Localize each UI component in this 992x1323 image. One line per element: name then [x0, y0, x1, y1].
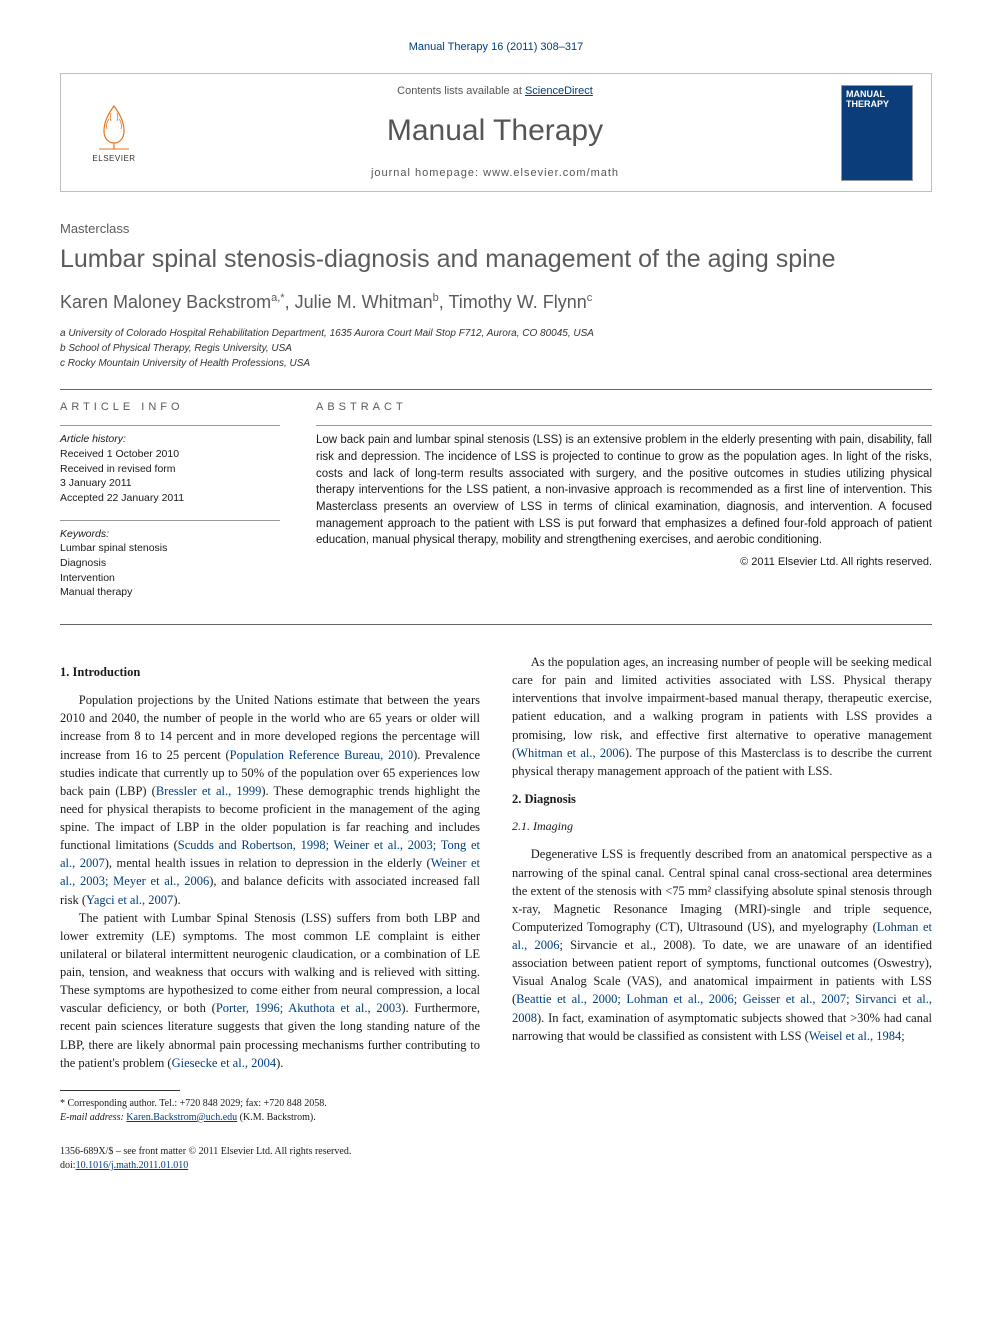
- doi-label: doi:: [60, 1160, 76, 1171]
- cover-title: MANUAL THERAPY: [846, 90, 908, 110]
- keywords-label: Keywords:: [60, 527, 280, 542]
- received-date: Received 1 October 2010: [60, 447, 280, 462]
- divider-bottom: [60, 624, 932, 625]
- article-info-column: ARTICLE INFO Article history: Received 1…: [60, 400, 280, 614]
- author-2-affil: b: [433, 292, 439, 304]
- divider-top: [60, 389, 932, 390]
- doi-link[interactable]: 10.1016/j.math.2011.01.010: [76, 1160, 189, 1171]
- abstract-copyright: © 2011 Elsevier Ltd. All rights reserved…: [316, 555, 932, 570]
- ref-link[interactable]: Giesecke et al., 2004: [172, 1056, 276, 1070]
- keyword-4: Manual therapy: [60, 585, 280, 600]
- article-title: Lumbar spinal stenosis-diagnosis and man…: [60, 244, 932, 275]
- section-1-title: 1. Introduction: [60, 663, 480, 681]
- journal-header: ELSEVIER Contents lists available at Sci…: [60, 73, 932, 192]
- author-list: Karen Maloney Backstroma,*, Julie M. Whi…: [60, 290, 932, 315]
- footer-issn: 1356-689X/$ – see front matter © 2011 El…: [60, 1145, 480, 1173]
- section-2-1-title: 2.1. Imaging: [512, 818, 932, 835]
- ref-link[interactable]: Population Reference Bureau, 2010: [230, 748, 413, 762]
- abstract-heading: ABSTRACT: [316, 400, 932, 415]
- journal-name: Manual Therapy: [149, 110, 841, 152]
- homepage-prefix: journal homepage:: [371, 167, 483, 179]
- contents-prefix: Contents lists available at: [397, 85, 525, 97]
- paragraph-1: Population projections by the United Nat…: [60, 691, 480, 909]
- author-3-affil: c: [587, 292, 593, 304]
- running-head: Manual Therapy 16 (2011) 308–317: [60, 40, 932, 55]
- article-body: 1. Introduction Population projections b…: [60, 653, 932, 1173]
- elsevier-logo[interactable]: ELSEVIER: [79, 93, 149, 173]
- elsevier-tree-icon: [89, 101, 139, 151]
- paragraph-4: Degenerative LSS is frequently described…: [512, 845, 932, 1044]
- abstract-text: Low back pain and lumbar spinal stenosis…: [316, 425, 932, 549]
- page-container: Manual Therapy 16 (2011) 308–317 ELSEVIE…: [0, 0, 992, 1213]
- contents-list-text: Contents lists available at ScienceDirec…: [149, 84, 841, 99]
- revised-date: 3 January 2011: [60, 476, 280, 491]
- accepted-date: Accepted 22 January 2011: [60, 491, 280, 506]
- keyword-2: Diagnosis: [60, 556, 280, 571]
- article-info-heading: ARTICLE INFO: [60, 400, 280, 415]
- email-label: E-mail address:: [60, 1112, 126, 1123]
- journal-cover-thumbnail[interactable]: MANUAL THERAPY: [841, 85, 913, 181]
- sciencedirect-link[interactable]: ScienceDirect: [525, 85, 593, 97]
- corresponding-author-footnote: * Corresponding author. Tel.: +720 848 2…: [60, 1097, 480, 1125]
- history-label: Article history:: [60, 432, 280, 447]
- article-type: Masterclass: [60, 220, 932, 238]
- issn-line: 1356-689X/$ – see front matter © 2011 El…: [60, 1145, 480, 1159]
- affiliation-b: b School of Physical Therapy, Regis Univ…: [60, 342, 932, 356]
- affiliations: a University of Colorado Hospital Rehabi…: [60, 327, 932, 371]
- author-1-affil: a,*: [271, 292, 284, 304]
- corr-author-line: * Corresponding author. Tel.: +720 848 2…: [60, 1097, 480, 1111]
- paragraph-2: The patient with Lumbar Spinal Stenosis …: [60, 909, 480, 1072]
- email-suffix: (K.M. Backstrom).: [237, 1112, 316, 1123]
- journal-homepage: journal homepage: www.elsevier.com/math: [149, 166, 841, 181]
- revised-label: Received in revised form: [60, 462, 280, 477]
- corr-email-link[interactable]: Karen.Backstrom@uch.edu: [126, 1112, 237, 1123]
- ref-link[interactable]: Weisel et al., 1984;: [809, 1029, 905, 1043]
- author-3[interactable]: Timothy W. Flynn: [448, 292, 586, 312]
- keyword-1: Lumbar spinal stenosis: [60, 541, 280, 556]
- keyword-3: Intervention: [60, 571, 280, 586]
- author-1[interactable]: Karen Maloney Backstrom: [60, 292, 271, 312]
- ref-link[interactable]: Porter, 1996; Akuthota et al., 2003: [216, 1001, 402, 1015]
- ref-link[interactable]: Yagci et al., 2007: [86, 893, 173, 907]
- paragraph-3: As the population ages, an increasing nu…: [512, 653, 932, 780]
- author-2[interactable]: Julie M. Whitman: [295, 292, 433, 312]
- footnote-separator: [60, 1090, 180, 1091]
- keywords-block: Keywords: Lumbar spinal stenosis Diagnos…: [60, 520, 280, 600]
- ref-link[interactable]: Whitman et al., 2006: [516, 746, 625, 760]
- section-2-title: 2. Diagnosis: [512, 790, 932, 808]
- article-history: Article history: Received 1 October 2010…: [60, 425, 280, 505]
- abstract-column: ABSTRACT Low back pain and lumbar spinal…: [316, 400, 932, 614]
- elsevier-label: ELSEVIER: [92, 153, 135, 164]
- ref-link[interactable]: Bressler et al., 1999: [156, 784, 262, 798]
- affiliation-c: c Rocky Mountain University of Health Pr…: [60, 357, 932, 371]
- homepage-url[interactable]: www.elsevier.com/math: [483, 167, 619, 179]
- affiliation-a: a University of Colorado Hospital Rehabi…: [60, 327, 932, 341]
